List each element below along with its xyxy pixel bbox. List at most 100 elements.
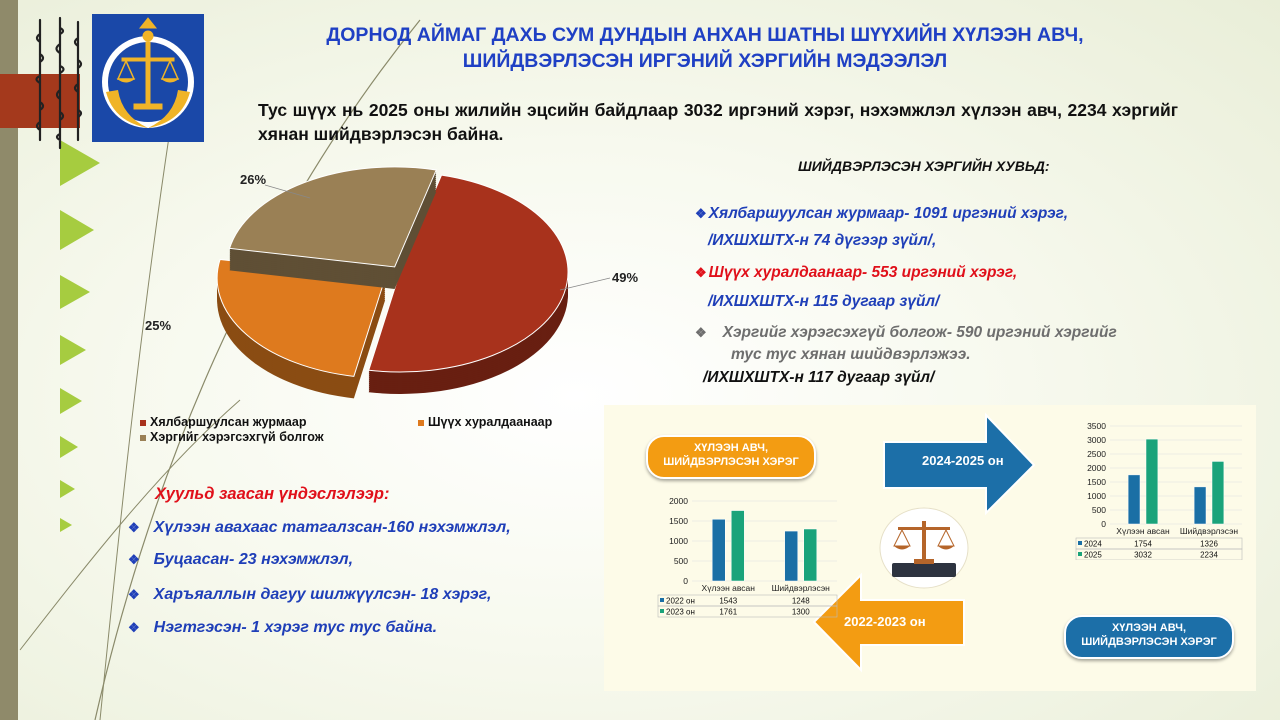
resolved-item-3-line-3: /ИХШХШТХ-н 117 дугаар зүйл/ — [703, 369, 935, 386]
legend-label: Хялбаршуулсан журмаар — [150, 415, 307, 429]
legal-item-text: Харъяаллын дагуу шилжүүлсэн- 18 хэрэг, — [153, 586, 492, 603]
legend-item-court-hearing: Шүүх хуралдаанаар — [418, 415, 552, 429]
bar — [1145, 438, 1159, 525]
table-cell: 2023 он — [666, 608, 695, 617]
intro-paragraph: Тус шүүх нь 2025 оны жилийн эцсийн байдл… — [258, 100, 1178, 144]
bar — [1211, 461, 1225, 525]
diamond-bullet-icon: ❖ — [695, 265, 707, 280]
resolved-item-1-line-2: /ИХШХШТХ-н 74 дүгээр зүйл/, — [708, 232, 937, 249]
y-tick-label: 2000 — [1087, 463, 1106, 473]
table-cell: 1543 — [719, 597, 737, 606]
diamond-bullet-icon: ❖ — [695, 206, 707, 221]
legal-item-4: ❖ Нэгтгэсэн- 1 хэрэг тус тус байна. — [128, 619, 437, 637]
bar — [1127, 474, 1141, 525]
arrow-left-icon — [812, 572, 965, 673]
resolved-item-3-line-2: тус тус хянан шийдвэрлэжээ. — [731, 346, 971, 363]
bar-chart-2024-2025: 0 500 1000 1500 2000 2500 3000 3500 Хүлээн авсан… — [1075, 421, 1243, 560]
resolved-item-2-line-1: ❖ Шүүх хуралдаанаар- 553 иргэний хэрэг, — [695, 262, 1017, 284]
title-line-2: ШИЙДВЭРЛЭСЭН ИРГЭНИЙ ХЭРГИЙН МЭДЭЭЛЭЛ — [462, 50, 948, 72]
bar — [1193, 486, 1207, 525]
resolved-item-3-line-1: ❖ Хэргийг хэрэгсэхгүй болгож- 590 иргэний… — [695, 322, 1240, 344]
series-swatch — [1078, 541, 1082, 545]
x-category-label: Шийдвэрлэсэн — [1180, 526, 1239, 536]
received-resolved-pill-bottom: ХҮЛЭЭН АВЧ, ШИЙДВЭРЛЭСЭН ХЭРЭГ — [1064, 615, 1234, 659]
pill-line-2: ШИЙДВЭРЛЭСЭН ХЭРЭГ — [663, 456, 799, 468]
arrow-right-icon — [883, 412, 1036, 516]
legend-swatch — [140, 419, 146, 426]
table-cell: 3032 — [1134, 551, 1152, 560]
y-tick-label: 1500 — [669, 516, 688, 526]
scales-of-justice-icon — [879, 507, 969, 589]
y-tick-label: 0 — [1101, 519, 1106, 529]
legend-swatch — [140, 434, 146, 441]
legal-item-text: Хүлээн авахаас татгалзсан-160 нэхэмжлэл, — [153, 519, 511, 536]
pie-slice-2 — [216, 258, 386, 377]
pill-line-2: ШИЙДВЭРЛЭСЭН ХЭРЭГ — [1081, 636, 1217, 648]
legend-label: Шүүх хуралдаанаар — [428, 415, 553, 429]
bar — [784, 530, 798, 582]
left-accent-bar — [0, 0, 18, 720]
diamond-bullet-icon: ❖ — [128, 620, 140, 635]
resolved-item-2-text: Шүүх хуралдаанаар- 553 иргэний хэрэг, — [708, 264, 1018, 281]
infographic-panel: ХҮЛЭЭН АВЧ, ШИЙДВЭРЛЭСЭН ХЭРЭГ ХҮЛЭЭН АВ… — [604, 405, 1256, 691]
y-tick-label: 1500 — [1087, 477, 1106, 487]
legal-grounds-heading: Хуульд заасан үндэслэлээр: — [155, 485, 390, 503]
bar — [711, 519, 726, 582]
table-cell: 2234 — [1200, 551, 1218, 560]
resolved-item-3-text: Хэргийг хэрэгсэхгүй болгож- 590 иргэний … — [722, 324, 1117, 341]
pill-line-1: ХҮЛЭЭН АВЧ, — [693, 442, 769, 454]
legend-item-simplified: Хялбаршуулсан журмаар — [140, 415, 306, 429]
y-tick-label: 500 — [1092, 505, 1106, 515]
table-cell: 2025 — [1084, 551, 1102, 560]
legal-item-2: ❖ Буцаасан- 23 нэхэмжлэл, — [128, 551, 353, 569]
legend-swatch — [418, 419, 424, 426]
y-tick-label: 2500 — [1087, 449, 1106, 459]
legal-item-3: ❖ Харъяаллын дагуу шилжүүлсэн- 18 хэрэг, — [128, 586, 491, 604]
legal-item-text: Буцаасан- 23 нэхэмжлэл, — [153, 551, 354, 568]
table-cell: 1761 — [719, 608, 737, 617]
pie-label-26: 26% — [240, 172, 267, 187]
bar — [731, 510, 745, 582]
table-cell: 2022 он — [666, 597, 695, 606]
y-tick-label: 500 — [674, 556, 688, 566]
arrow-left-label: 2022-2023 он — [844, 614, 926, 629]
resolved-item-1-text: Хялбаршуулсан журмаар- 1091 иргэний хэрэ… — [708, 205, 1069, 222]
mongol-script-emblem — [35, 16, 83, 150]
y-tick-label: 1000 — [669, 536, 688, 546]
received-resolved-pill-top: ХҮЛЭЭН АВЧ, ШИЙДВЭРЛЭСЭН ХЭРЭГ — [646, 435, 816, 479]
court-emblem-logo — [92, 14, 204, 142]
diamond-bullet-icon: ❖ — [128, 587, 140, 602]
table-cell: 1300 — [792, 608, 810, 617]
title-line-1: ДОРНОД АЙМАГ ДАХЬ СУМ ДУНДЫН АНХАН ШАТНЫ… — [326, 24, 1084, 46]
arrow-right-label: 2024-2025 он — [922, 453, 1004, 468]
resolved-item-2-line-2: /ИХШХШТХ-н 115 дугаар зүйл/ — [708, 293, 940, 310]
bar — [803, 528, 818, 582]
pill-line-1: ХҮЛЭЭН АВЧ, — [1111, 622, 1187, 634]
table-row — [1075, 548, 1243, 560]
legend-label: Хэргийг хэрэгсэхгүй болгож — [150, 430, 324, 444]
table-row — [657, 605, 838, 618]
pie-label-25: 25% — [145, 318, 172, 333]
x-category-label: Хүлээн авсан — [702, 583, 756, 593]
y-tick-label: 3500 — [1087, 421, 1106, 431]
diamond-bullet-icon: ❖ — [695, 325, 707, 340]
resolved-cases-heading: ШИЙДВЭРЛЭСЭН ХЭРГИЙН ХУВЬД: — [798, 158, 1050, 174]
legal-item-text: Нэгтгэсэн- 1 хэрэг тус тус байна. — [153, 619, 438, 636]
pie-slice-1 — [368, 174, 569, 373]
y-tick-label: 0 — [683, 576, 688, 586]
table-cell: 2024 — [1084, 540, 1102, 549]
x-category-label: Шийдвэрлэсэн — [772, 583, 831, 593]
y-tick-label: 3000 — [1087, 435, 1106, 445]
y-tick-label: 2000 — [669, 496, 688, 506]
pie-slice-3 — [228, 166, 437, 268]
diamond-bullet-icon: ❖ — [128, 552, 140, 567]
y-tick-label: 1000 — [1087, 491, 1106, 501]
series-swatch — [660, 598, 664, 602]
x-category-label: Хүлээн авсан — [1116, 526, 1170, 536]
series-swatch — [1078, 552, 1082, 556]
legal-item-1: ❖ Хүлээн авахаас татгалзсан-160 нэхэмжлэл… — [128, 519, 511, 537]
pie-chart — [216, 166, 611, 399]
pie-label-49: 49% — [612, 270, 639, 285]
table-cell: 1326 — [1200, 540, 1218, 549]
series-swatch — [660, 609, 664, 613]
